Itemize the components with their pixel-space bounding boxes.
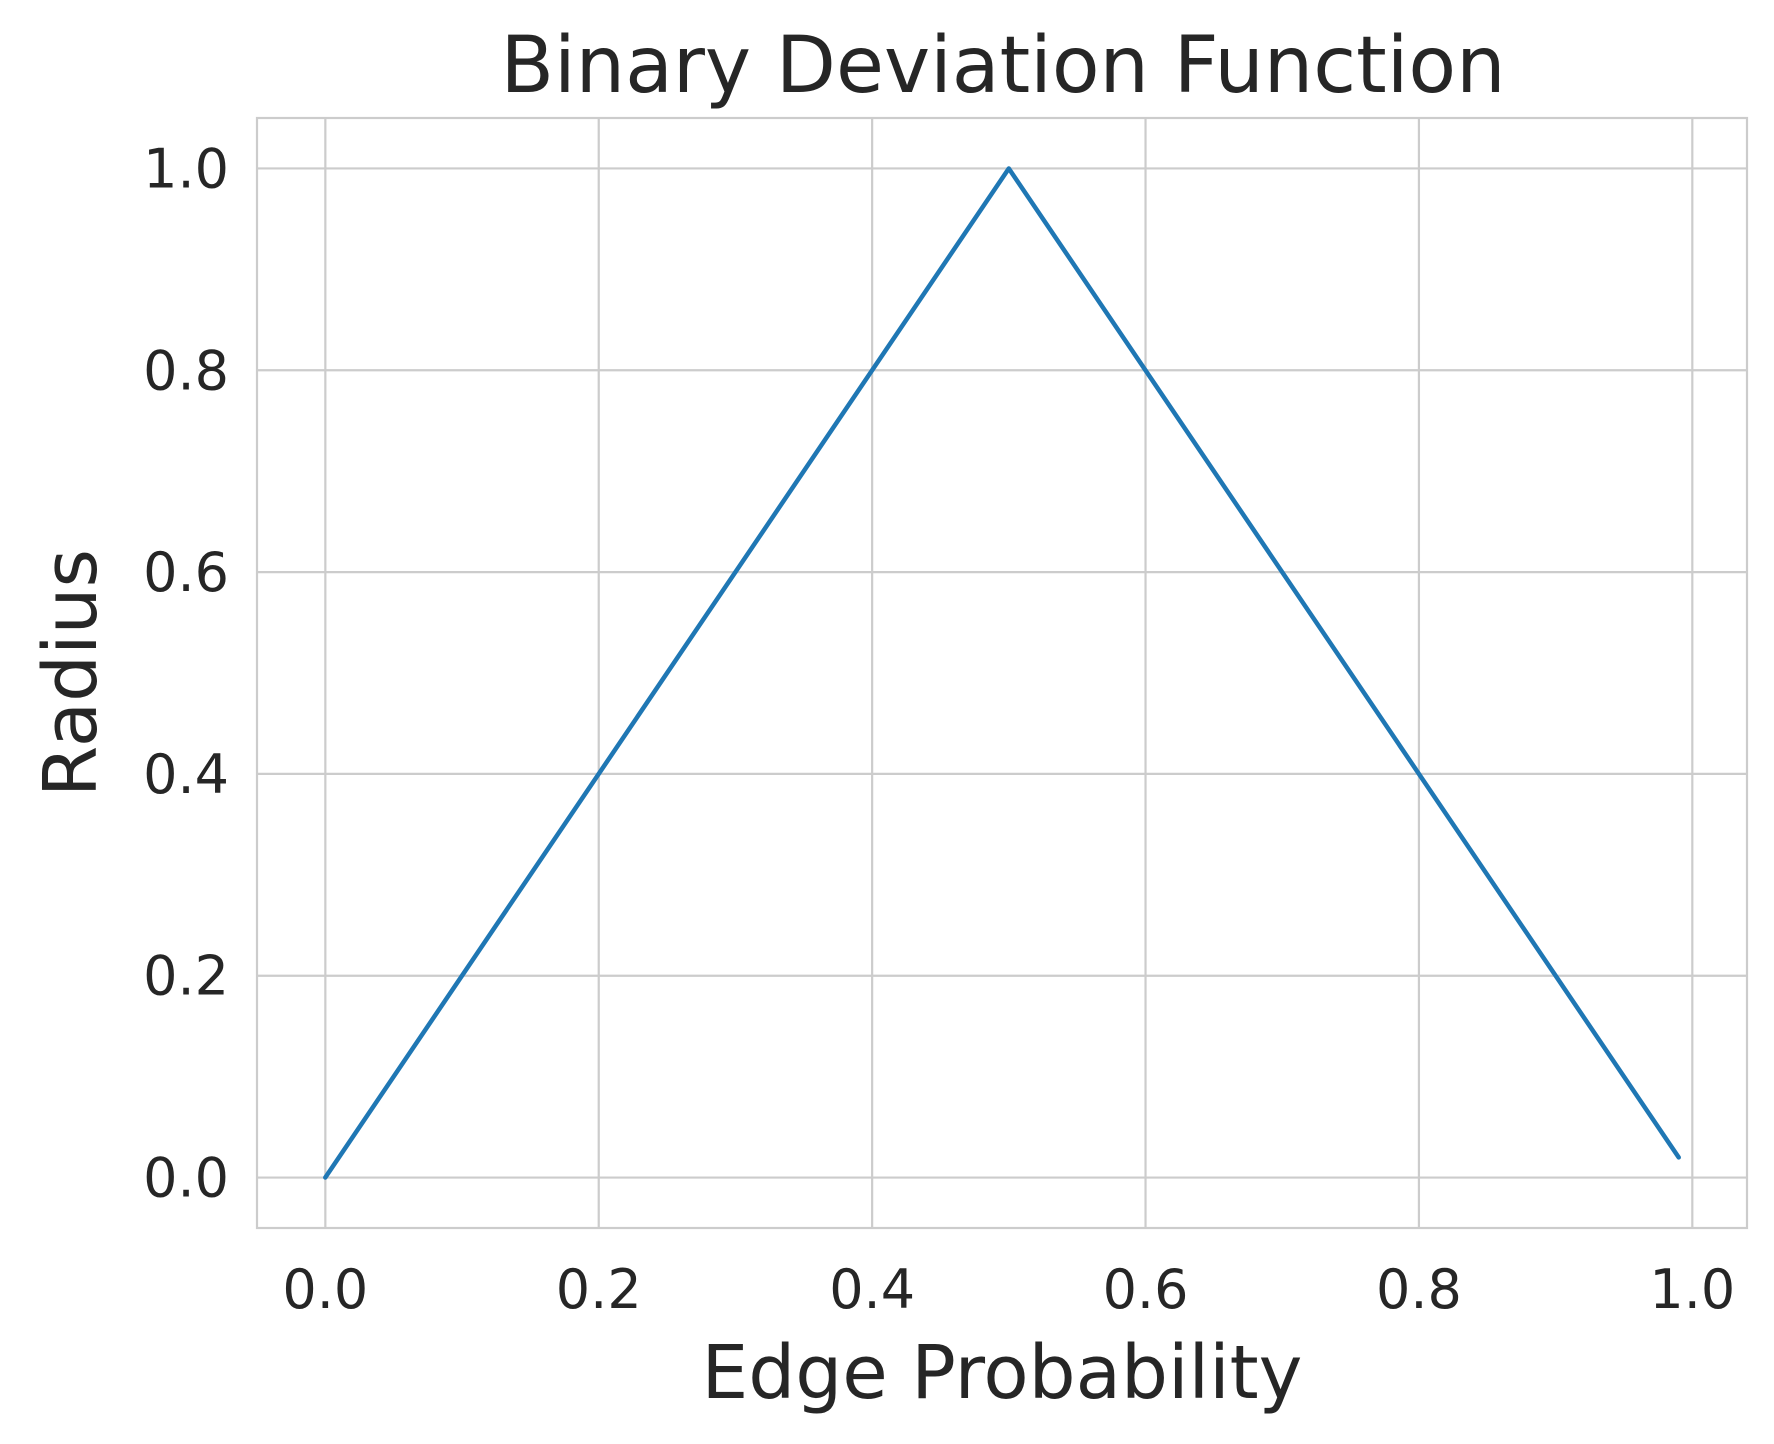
x-tick-label: 0.6 (1103, 1258, 1189, 1321)
y-tick-label: 0.6 (143, 541, 229, 604)
y-tick-label: 1.0 (143, 137, 229, 200)
series-layer (323, 166, 1681, 1180)
grid (257, 118, 1747, 1228)
y-tick-label: 0.8 (143, 339, 229, 402)
y-tick-labels: 0.0 0.2 0.4 0.6 0.8 1.0 (143, 137, 229, 1209)
y-tick-label: 0.0 (143, 1147, 229, 1210)
x-tick-label: 1.0 (1649, 1258, 1735, 1321)
x-tick-label: 0.4 (829, 1258, 915, 1321)
x-axis-label: Edge Probability (702, 1330, 1303, 1416)
y-axis-label: Radius (28, 549, 114, 797)
x-tick-label: 0.0 (282, 1258, 368, 1321)
y-tick-label: 0.2 (143, 945, 229, 1008)
x-tick-labels: 0.0 0.2 0.4 0.6 0.8 1.0 (282, 1258, 1735, 1321)
y-tick-label: 0.4 (143, 743, 229, 806)
plot-frame (255, 116, 1749, 1230)
x-tick-label: 0.8 (1376, 1258, 1462, 1321)
series-line (323, 166, 1681, 1180)
x-tick-label: 0.2 (556, 1258, 642, 1321)
chart-title: Binary Deviation Function (500, 21, 1505, 111)
